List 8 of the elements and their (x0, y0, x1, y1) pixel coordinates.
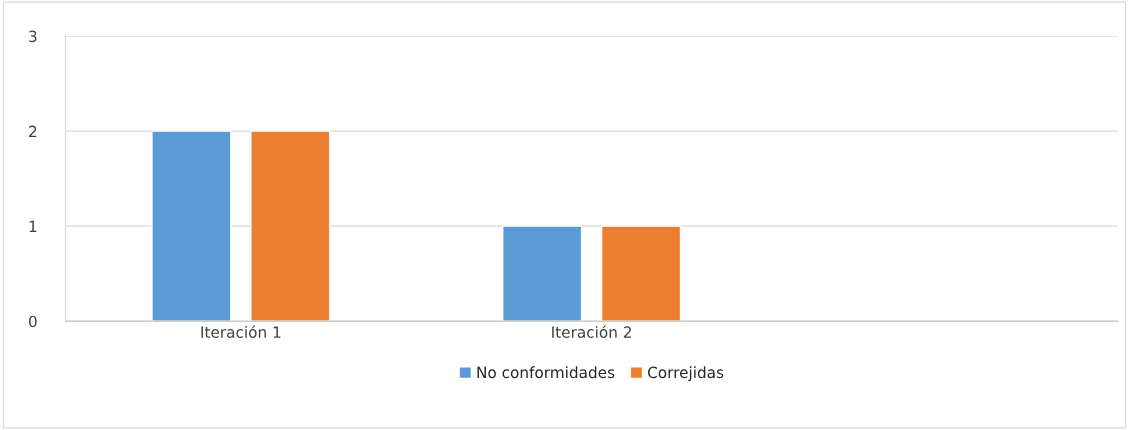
y-tick-label: 1 (29, 220, 37, 232)
x-tick-label: Iteración 2 (552, 325, 631, 338)
legend-label: Correjidas (647, 366, 724, 382)
legend-label: No conformidades (477, 366, 615, 379)
y-tick-label: 0 (28, 315, 37, 328)
y-tick-label: 3 (29, 30, 37, 43)
y-tick-label: 2 (29, 125, 37, 137)
x-tick-label: Iteración 1 (201, 325, 281, 338)
